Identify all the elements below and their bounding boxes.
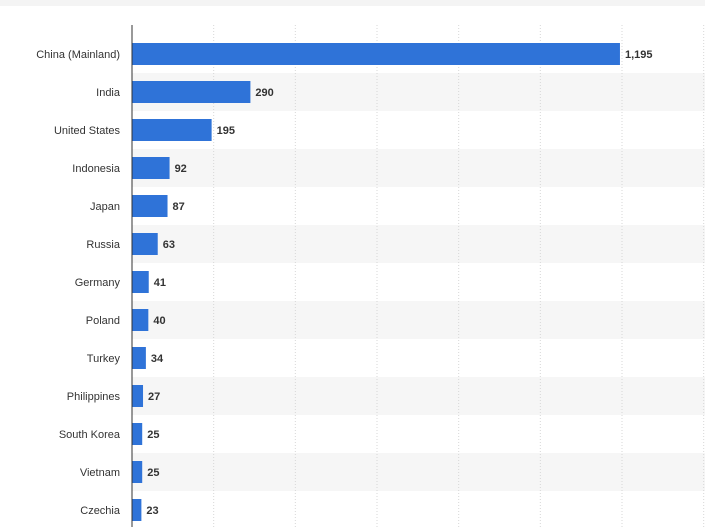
category-label-russia: Russia	[86, 239, 121, 251]
category-label-japan: Japan	[90, 201, 120, 213]
value-label-czechia: 23	[146, 505, 158, 517]
value-label-china-mainland: 1,195	[625, 49, 653, 61]
value-label-united-states: 195	[217, 125, 235, 137]
category-label-united-states: United States	[54, 125, 121, 137]
category-label-philippines: Philippines	[67, 391, 121, 403]
value-label-germany: 41	[154, 277, 166, 289]
bar-south-korea[interactable]	[132, 423, 143, 445]
category-label-germany: Germany	[75, 277, 121, 289]
bar-indonesia[interactable]	[132, 157, 170, 179]
category-label-india: India	[96, 87, 121, 99]
row-stripe-vietnam	[132, 453, 705, 491]
bar-philippines[interactable]	[132, 385, 144, 407]
row-stripes	[132, 73, 705, 491]
value-labels: 1,195 290 195 92 87 63 41 40 34 27 25 25 23	[146, 49, 652, 517]
bar-united-states[interactable]	[132, 119, 212, 141]
row-stripe-poland	[132, 301, 705, 339]
category-labels: China (Mainland) India United States Indone…	[36, 49, 121, 517]
bars	[132, 43, 620, 521]
bar-russia[interactable]	[132, 233, 158, 255]
value-label-indonesia: 92	[175, 163, 187, 175]
bar-czechia[interactable]	[132, 499, 142, 521]
category-label-indonesia: Indonesia	[72, 163, 121, 175]
value-label-poland: 40	[153, 315, 165, 327]
bar-turkey[interactable]	[132, 347, 146, 369]
value-label-turkey: 34	[151, 353, 164, 365]
gridlines	[213, 25, 705, 527]
category-label-poland: Poland	[86, 315, 120, 327]
row-stripe-russia	[132, 225, 705, 263]
bar-japan[interactable]	[132, 195, 168, 217]
bar-china-mainland[interactable]	[132, 43, 620, 65]
category-label-china-mainland: China (Mainland)	[36, 49, 120, 61]
bar-india[interactable]	[132, 81, 251, 103]
bar-poland[interactable]	[132, 309, 149, 331]
bar-germany[interactable]	[132, 271, 149, 293]
row-stripe-philippines	[132, 377, 705, 415]
value-label-japan: 87	[173, 201, 185, 213]
value-label-philippines: 27	[148, 391, 160, 403]
category-label-turkey: Turkey	[87, 353, 121, 365]
value-label-south-korea: 25	[147, 429, 159, 441]
category-label-czechia: Czechia	[80, 505, 121, 517]
value-label-russia: 63	[163, 239, 175, 251]
value-label-india: 290	[255, 87, 273, 99]
value-label-vietnam: 25	[147, 467, 159, 479]
category-label-south-korea: South Korea	[59, 429, 121, 441]
category-label-vietnam: Vietnam	[80, 467, 120, 479]
top-strip	[0, 0, 705, 6]
row-stripe-indonesia	[132, 149, 705, 187]
bar-vietnam[interactable]	[132, 461, 143, 483]
